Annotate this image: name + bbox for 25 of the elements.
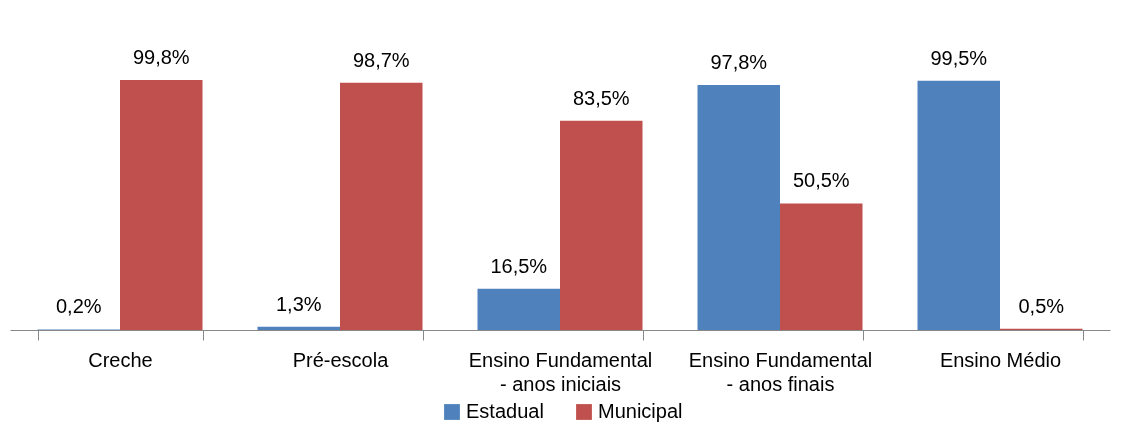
- data-label: 50,5%: [792, 169, 850, 192]
- data-label: 98,7%: [352, 48, 410, 71]
- data-label: 16,5%: [490, 254, 548, 277]
- x-tick-label: Ensino Fundamental - anos iniciais: [468, 348, 653, 395]
- x-tick-label: Creche: [88, 348, 153, 371]
- data-label: 99,5%: [930, 46, 988, 69]
- data-label: 83,5%: [572, 86, 630, 109]
- bar: [120, 80, 203, 330]
- bar: [340, 82, 423, 330]
- legend-label: Municipal: [598, 400, 683, 422]
- data-label: 97,8%: [710, 51, 768, 74]
- bar: [780, 203, 863, 330]
- bar: [697, 85, 780, 330]
- data-label: 1,3%: [275, 292, 322, 315]
- bar: [257, 326, 340, 330]
- legend-label: Estadual: [466, 400, 544, 422]
- x-tick-label: Ensino Fundamental - anos finais: [688, 348, 873, 395]
- data-label: 99,8%: [132, 46, 190, 68]
- x-tick-label: Ensino Médio: [939, 348, 1062, 371]
- bar: [477, 288, 560, 330]
- bar: [560, 120, 643, 330]
- data-label: 0,2%: [55, 295, 102, 318]
- data-label: 0,5%: [1018, 294, 1065, 317]
- x-tick-label: Pré-escola: [292, 348, 390, 371]
- bar: [917, 80, 1000, 330]
